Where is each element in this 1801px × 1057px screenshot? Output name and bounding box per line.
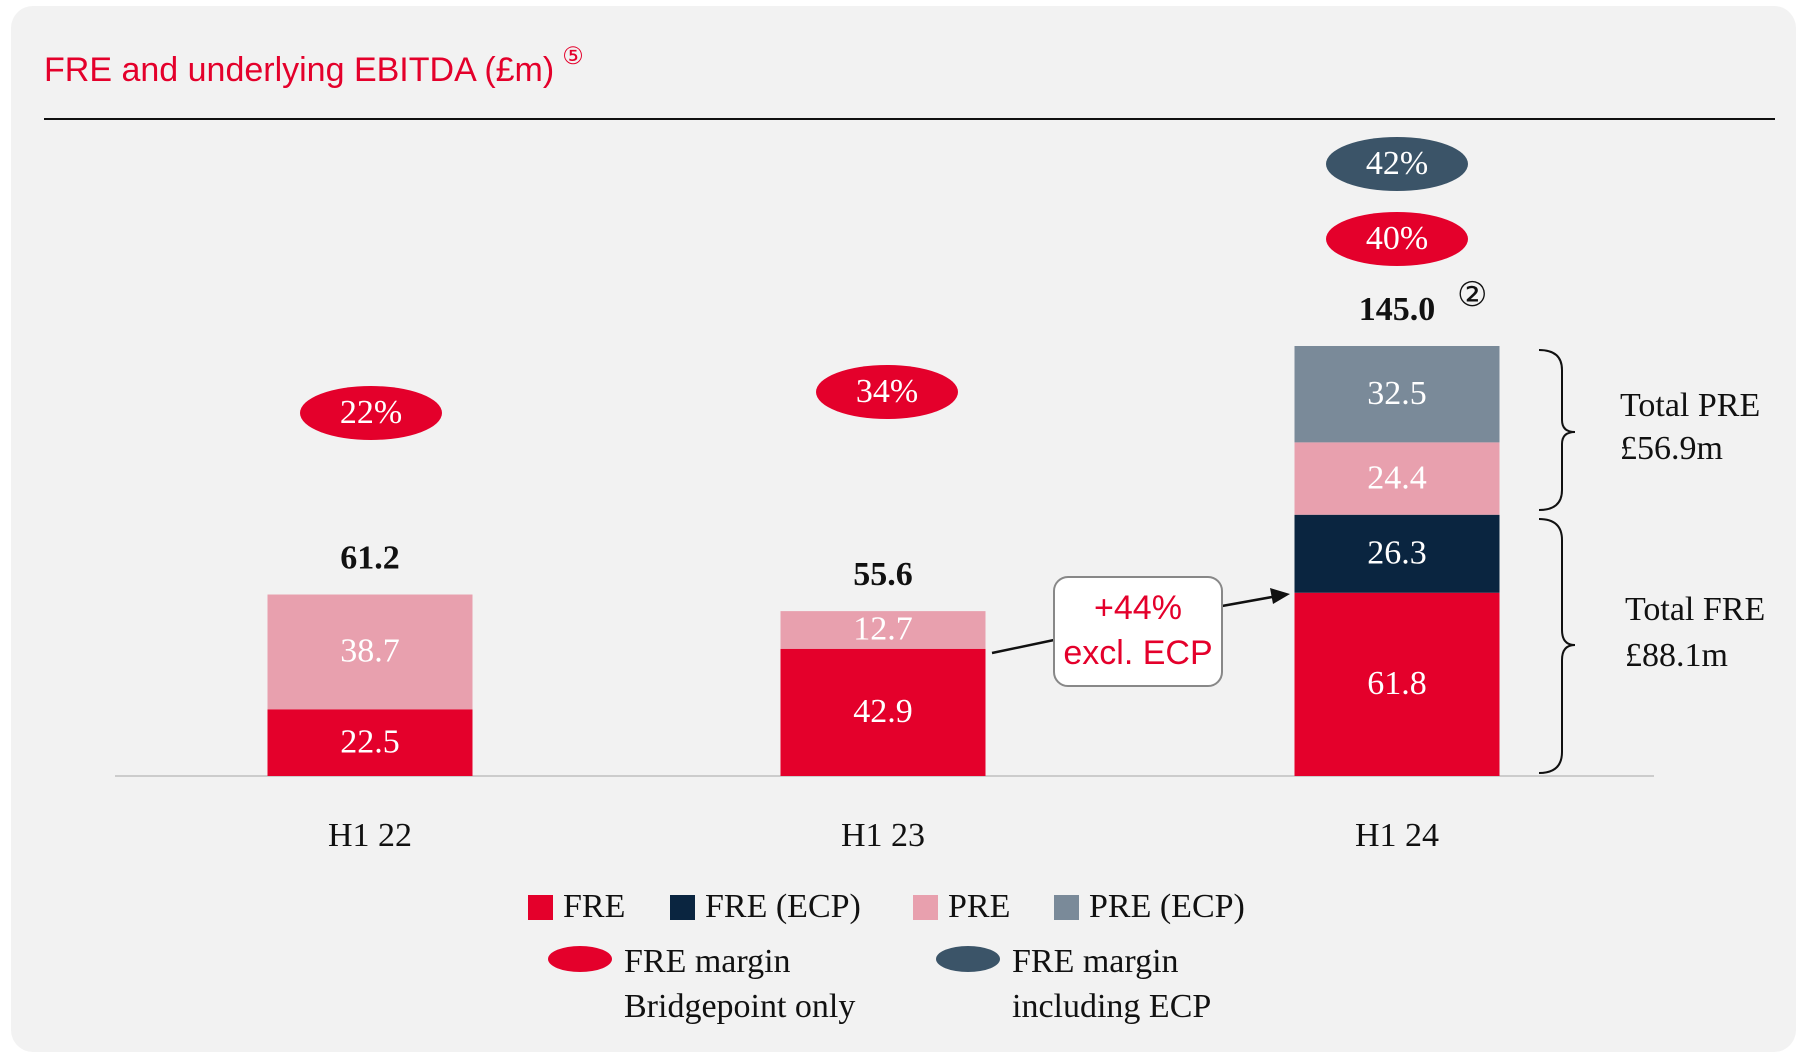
value-label: 42.9 [853,693,913,730]
arrow [991,638,1055,655]
margin-badge [1326,212,1468,266]
margin-label: 42% [1366,145,1428,182]
bar-segment [1294,514,1500,593]
value-label: 22.5 [340,723,400,760]
panel [11,6,1796,1052]
value-label: 24.4 [1367,459,1427,496]
total-label: 61.2 [340,539,400,576]
brace [1538,518,1576,774]
legend-swatch [528,895,553,920]
title-note: ⑤ [562,43,584,70]
x-tick-label: H1 24 [1355,817,1439,854]
bracket-label: Total PRE [1620,387,1760,424]
legend-label: including ECP [1012,988,1211,1025]
legend-label: FRE [563,888,625,925]
legend-label: FRE (ECP) [705,888,861,925]
legend-swatch [670,895,695,920]
value-label: 61.8 [1367,665,1427,702]
value-label: 12.7 [853,611,913,648]
bar-segment [267,709,473,776]
arrow-head [1270,588,1290,604]
legend-swatch [913,895,938,920]
legend-swatch [1054,895,1079,920]
total-label: 145.0 [1359,291,1436,328]
annotation-text: excl. ECP [1063,634,1212,672]
total-note: ② [1457,277,1487,314]
bar-segment [1294,442,1500,515]
annotation-text: +44% [1094,589,1182,627]
value-label: 26.3 [1367,535,1427,572]
title-text: FRE and underlying EBITDA (£m) [44,51,554,89]
margin-badge [1326,137,1468,191]
margin-badge [816,365,958,419]
brace [1538,349,1576,511]
legend-label: PRE (ECP) [1089,888,1245,925]
margin-label: 34% [856,373,918,410]
x-tick-label: H1 23 [841,817,925,854]
legend-label: Bridgepoint only [624,988,855,1025]
legend-swatch [548,946,612,972]
bar-segment [780,648,986,776]
bar-segment [1294,592,1500,776]
legend-label: FRE margin [1012,943,1179,980]
bracket-label: £56.9m [1620,430,1723,467]
total-label: 55.6 [853,556,913,593]
x-tick-label: H1 22 [328,817,412,854]
chart-title: FRE and underlying EBITDA (£m) ⑤ [44,43,584,89]
margin-label: 40% [1366,220,1428,257]
value-label: 32.5 [1367,375,1427,412]
margin-label: 22% [340,394,402,431]
legend-swatch [936,946,1000,972]
bracket-label: £88.1m [1625,637,1728,674]
legend-label: PRE [948,888,1010,925]
margin-badge [300,386,442,440]
value-label: 38.7 [340,633,400,670]
annotation-box [1053,576,1223,687]
bar-segment [267,594,473,710]
arrow [1221,595,1273,608]
bar-segment [1294,346,1500,443]
legend-label: FRE margin [624,943,791,980]
bracket-label: Total FRE [1625,591,1765,628]
bar-segment [780,611,986,649]
